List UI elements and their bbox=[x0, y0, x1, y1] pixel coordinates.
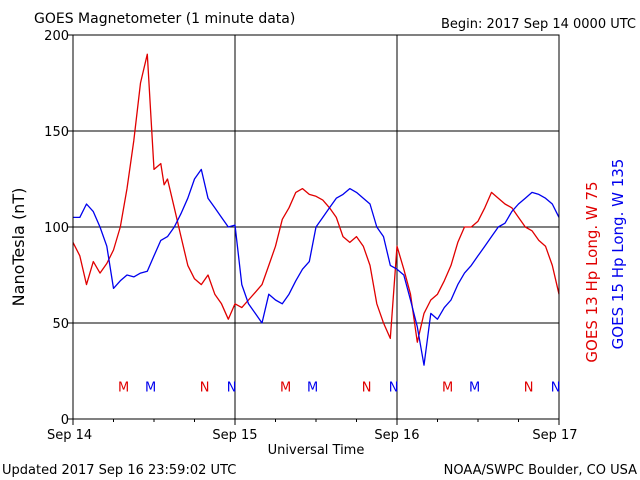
updated-timestamp: Updated 2017 Sep 16 23:59:02 UTC bbox=[2, 463, 236, 478]
local-time-marker: M bbox=[442, 380, 453, 395]
x-axis: Sep 14 Sep 15 Sep 16 Sep 17 bbox=[47, 419, 578, 443]
y-axis-label: NanoTesla (nT) bbox=[9, 188, 28, 307]
local-time-marker: M bbox=[307, 380, 318, 395]
x-tick-label: Sep 17 bbox=[532, 428, 577, 443]
series-goes15-line bbox=[73, 168, 560, 366]
local-time-marker: M bbox=[469, 380, 480, 395]
x-axis-label: Universal Time bbox=[268, 443, 365, 458]
y-tick-label: 100 bbox=[44, 221, 69, 236]
y-tick-label: 0 bbox=[61, 413, 69, 428]
y-tick-label: 50 bbox=[52, 317, 69, 332]
local-time-marker: N bbox=[389, 380, 399, 395]
grid bbox=[73, 35, 559, 419]
chart-title: GOES Magnetometer (1 minute data) bbox=[34, 11, 295, 27]
series-goes13-line bbox=[72, 53, 560, 343]
y-tick-label: 200 bbox=[44, 29, 69, 44]
local-time-marker: M bbox=[280, 380, 291, 395]
legend-goes15: GOES 15 Hp Long. W 135 bbox=[609, 159, 627, 350]
y-tick-label: 150 bbox=[44, 125, 69, 140]
local-time-marker: M bbox=[118, 380, 129, 395]
begin-time: Begin: 2017 Sep 14 0000 UTC bbox=[441, 17, 636, 32]
legend-goes13: GOES 13 Hp Long. W 75 bbox=[583, 181, 601, 362]
local-time-marker: N bbox=[227, 380, 237, 395]
local-time-marker: N bbox=[200, 380, 210, 395]
local-time-marker: N bbox=[551, 380, 561, 395]
data-source: NOAA/SWPC Boulder, CO USA bbox=[444, 463, 637, 478]
x-tick-label: Sep 14 bbox=[47, 428, 92, 443]
local-time-marker: M bbox=[145, 380, 156, 395]
y-axis: 0 50 100 150 200 bbox=[44, 29, 73, 428]
local-time-marker: N bbox=[362, 380, 372, 395]
x-tick-label: Sep 16 bbox=[374, 428, 419, 443]
x-tick-label: Sep 15 bbox=[212, 428, 257, 443]
local-time-marker: N bbox=[524, 380, 534, 395]
series-layer bbox=[72, 53, 560, 366]
